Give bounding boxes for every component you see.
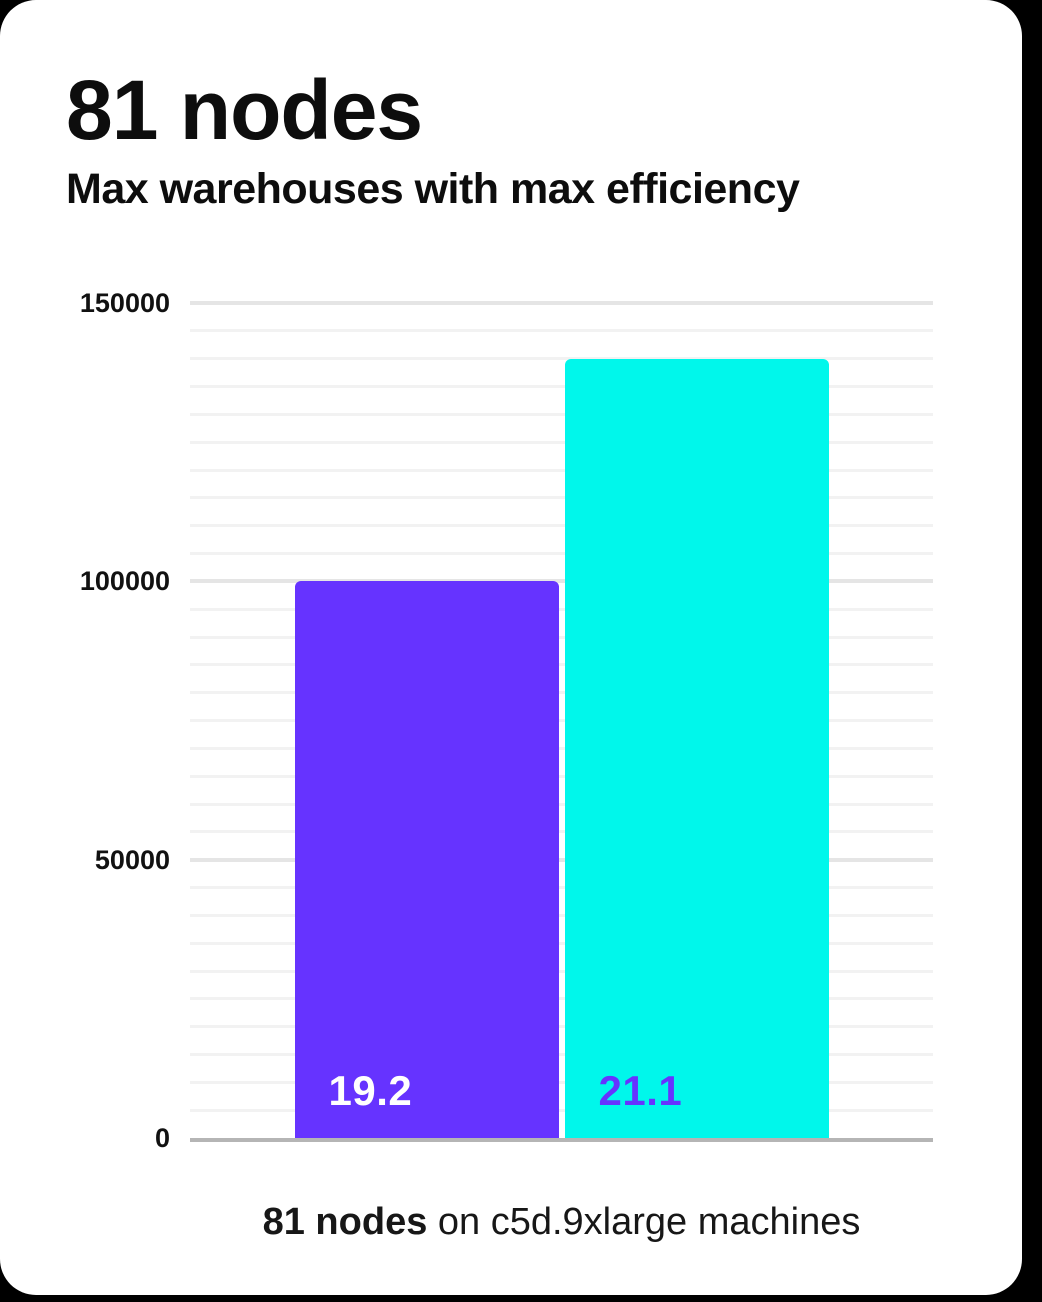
minor-gridline (190, 969, 933, 973)
caption-bold-text: 81 nodes (262, 1201, 428, 1243)
minor-gridline (190, 357, 933, 361)
major-gridline (190, 857, 933, 862)
minor-gridline (190, 552, 933, 555)
minor-gridline (190, 802, 933, 806)
major-gridline (190, 579, 933, 584)
minor-gridline (190, 607, 933, 611)
bar-chart: 0 50000 100000 150000 19.2 21.1 (79, 288, 933, 1153)
minor-gridline (190, 1053, 933, 1056)
minor-gridline (190, 830, 933, 834)
chart-caption: 81 nodes on c5d.9xlarge machines (190, 1200, 933, 1246)
minor-gridline (190, 524, 933, 528)
minor-gridline (190, 886, 933, 889)
minor-gridline (190, 691, 933, 695)
chart-card: 81 nodes Max warehouses with max efficie… (0, 0, 1022, 1295)
minor-gridline (190, 663, 933, 667)
y-tick-label: 50000 (94, 844, 170, 875)
minor-gridline (190, 719, 933, 722)
chart-title: 81 nodes (66, 63, 423, 157)
chart-subtitle: Max warehouses with max efficiency (66, 165, 800, 213)
minor-gridline (190, 913, 933, 917)
minor-gridline (190, 468, 933, 472)
y-tick-label: 0 (154, 1123, 170, 1153)
minor-gridline (190, 1080, 933, 1084)
bar-21.1: 21.1 (564, 359, 829, 1138)
y-tick-label: 150000 (79, 288, 170, 318)
minor-gridline (190, 635, 933, 639)
minor-gridline (190, 496, 933, 500)
minor-gridline (190, 412, 933, 416)
minor-gridline (190, 997, 933, 1001)
minor-gridline (190, 329, 933, 333)
minor-gridline (190, 774, 933, 778)
x-axis-line (190, 1138, 933, 1142)
minor-gridline (190, 746, 933, 750)
minor-gridline (190, 1108, 933, 1112)
bar-value-label: 21.1 (598, 1067, 683, 1114)
minor-gridline (190, 941, 933, 945)
bar-19.2: 19.2 (294, 581, 559, 1138)
major-gridline (190, 301, 933, 305)
bar-value-label: 19.2 (328, 1067, 413, 1114)
minor-gridline (190, 385, 933, 388)
minor-gridline (190, 440, 933, 444)
minor-gridline (190, 1025, 933, 1029)
caption-regular-text: on c5d.9xlarge machines (427, 1201, 861, 1243)
y-tick-label: 100000 (79, 566, 170, 597)
